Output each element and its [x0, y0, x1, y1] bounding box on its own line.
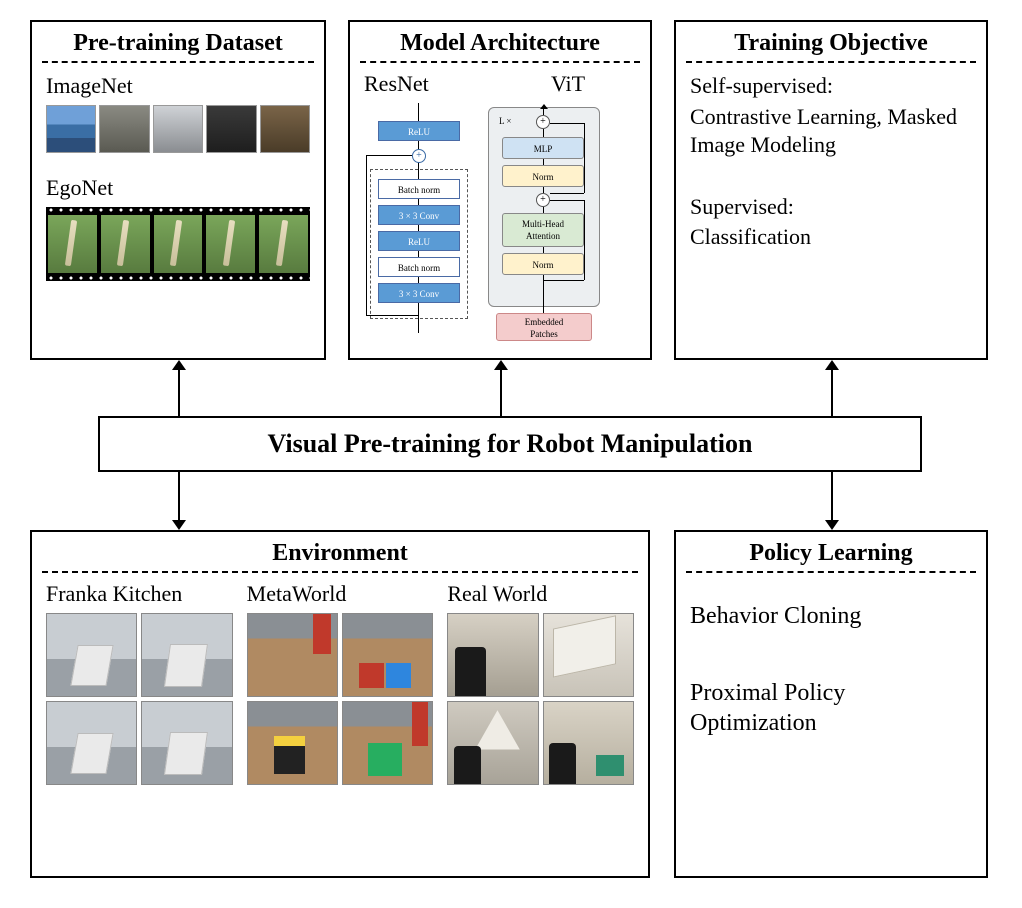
egonet-label: EgoNet	[32, 173, 324, 205]
environment-box: Environment Franka Kitchen	[30, 530, 650, 878]
imagenet-thumbs	[32, 103, 324, 159]
divider	[42, 571, 638, 573]
resnet-conv: 3 × 3 Conv	[378, 283, 460, 303]
resnet-diagram: ReLU + Batch norm 3 × 3 Conv ReLU Batch …	[364, 103, 474, 333]
env-thumb	[447, 613, 538, 697]
env-col-label: Franka Kitchen	[46, 581, 233, 613]
arrow-up-icon	[178, 368, 180, 416]
supervised-body: Classification	[676, 224, 986, 256]
vit-lx-label: L ×	[499, 116, 512, 126]
vit-norm: Norm	[502, 165, 584, 187]
vit-plus-icon: +	[536, 193, 550, 207]
env-col-franka: Franka Kitchen	[46, 581, 233, 785]
resnet-bn: Batch norm	[378, 179, 460, 199]
policy-item: Proximal Policy Optimization	[676, 678, 986, 744]
imagenet-thumb	[46, 105, 96, 153]
self-supervised-head: Self-supervised:	[676, 71, 986, 103]
env-col-realworld: Real World	[447, 581, 634, 785]
vit-plus-icon: +	[536, 115, 550, 129]
divider	[686, 61, 976, 63]
vit-mlp: MLP	[502, 137, 584, 159]
policy-item: Behavior Cloning	[676, 603, 986, 636]
env-thumb	[141, 613, 232, 697]
env-thumb	[543, 613, 634, 697]
env-thumb	[46, 701, 137, 785]
arrow-down-icon	[831, 472, 833, 522]
egonet-frame	[204, 215, 257, 273]
env-col-label: MetaWorld	[247, 581, 434, 613]
divider	[686, 571, 976, 573]
egonet-frame	[257, 215, 310, 273]
divider	[360, 61, 640, 63]
egonet-frame	[46, 215, 99, 273]
vit-embed: EmbeddedPatches	[496, 313, 592, 341]
env-title: Environment	[32, 532, 648, 571]
env-thumb	[247, 701, 338, 785]
env-col-metaworld: MetaWorld	[247, 581, 434, 785]
model-architecture-box: Model Architecture ResNet ViT ReLU + Bat…	[348, 20, 652, 360]
env-thumb	[342, 701, 433, 785]
env-thumb	[141, 701, 232, 785]
imagenet-label: ImageNet	[32, 71, 324, 103]
env-col-label: Real World	[447, 581, 634, 613]
training-objective-box: Training Objective Self-supervised: Cont…	[674, 20, 988, 360]
resnet-plus-icon: +	[412, 149, 426, 163]
egonet-frame	[152, 215, 205, 273]
resnet-relu: ReLU	[378, 231, 460, 251]
imagenet-thumb	[99, 105, 149, 153]
env-thumb	[543, 701, 634, 785]
vit-norm: Norm	[502, 253, 584, 275]
resnet-bn: Batch norm	[378, 257, 460, 277]
vit-diagram: L × + MLP Norm + Multi-HeadAttention Nor…	[484, 103, 604, 343]
self-supervised-body: Contrastive Learning, Masked Image Model…	[676, 103, 986, 164]
resnet-relu: ReLU	[378, 121, 460, 141]
center-label: Visual Pre-training for Robot Manipulati…	[268, 429, 753, 459]
vit-attention: Multi-HeadAttention	[502, 213, 584, 247]
resnet-conv: 3 × 3 Conv	[378, 205, 460, 225]
env-thumb	[447, 701, 538, 785]
arch-title: Model Architecture	[350, 22, 650, 61]
env-thumb	[46, 613, 137, 697]
policy-title: Policy Learning	[676, 532, 986, 571]
env-thumb	[247, 613, 338, 697]
resnet-label: ResNet	[364, 71, 500, 97]
egonet-frame	[99, 215, 152, 273]
pretraining-dataset-box: Pre-training Dataset ImageNet EgoNet	[30, 20, 326, 360]
arrow-up-icon	[500, 368, 502, 416]
vit-label: ViT	[500, 71, 636, 97]
imagenet-thumb	[260, 105, 310, 153]
center-hub-box: Visual Pre-training for Robot Manipulati…	[98, 416, 922, 472]
egonet-filmstrip	[46, 207, 310, 281]
imagenet-thumb	[206, 105, 256, 153]
objective-title: Training Objective	[676, 22, 986, 61]
arrow-down-icon	[178, 472, 180, 522]
arrow-up-icon	[831, 368, 833, 416]
imagenet-thumb	[153, 105, 203, 153]
policy-learning-box: Policy Learning Behavior Cloning Proxima…	[674, 530, 988, 878]
divider	[42, 61, 314, 63]
pretrain-title: Pre-training Dataset	[32, 22, 324, 61]
supervised-head: Supervised:	[676, 192, 986, 224]
env-thumb	[342, 613, 433, 697]
env-columns: Franka Kitchen MetaWorld	[32, 581, 648, 795]
